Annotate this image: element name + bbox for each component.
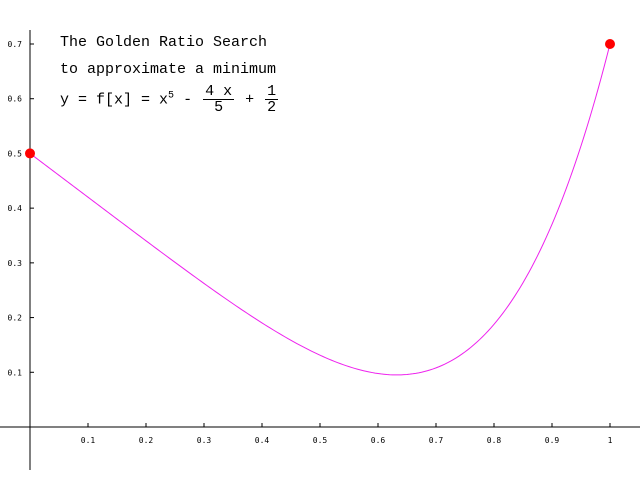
function-curve (29, 43, 611, 376)
formula-fraction-1: 4 x 5 (203, 83, 235, 116)
y-tick-label: 0.2 (8, 314, 23, 323)
x-axis-ticks: 0.1 0.2 0.3 0.4 0.5 0.6 0.7 0.8 0.9 1 (81, 423, 613, 445)
x-tick-label: 0.9 (545, 436, 560, 445)
formula-exponent: 5 (168, 90, 175, 102)
formula-lhs: y = f[x] = x (60, 91, 169, 109)
search-point-marker (25, 148, 35, 159)
y-tick-label: 0.1 (8, 368, 23, 377)
y-tick-label: 0.4 (8, 204, 23, 213)
x-tick-label: 0.3 (197, 436, 212, 445)
x-tick-label: 0.1 (81, 436, 96, 445)
fraction-1-numerator: 4 x (203, 83, 235, 100)
formula-minus: - (183, 91, 193, 109)
x-tick-label: 0.7 (429, 436, 444, 445)
x-tick-label: 0.8 (487, 436, 502, 445)
y-tick-label: 0.5 (8, 149, 23, 158)
y-tick-label: 0.6 (8, 95, 23, 104)
y-tick-label: 0.7 (8, 40, 23, 49)
fraction-2-denominator: 2 (267, 99, 277, 116)
title-line-2: to approximate a minimum (60, 61, 277, 78)
x-tick-label: 0.2 (139, 436, 154, 445)
search-point-marker (605, 39, 615, 49)
title-line-1: The Golden Ratio Search (60, 34, 268, 51)
x-tick-label: 0.5 (313, 436, 328, 445)
y-tick-label: 0.3 (8, 259, 23, 268)
x-tick-label: 0.4 (255, 436, 270, 445)
x-tick-label: 0.6 (371, 436, 386, 445)
x-tick-label: 1 (608, 436, 613, 445)
formula-fraction-2: 1 2 (265, 83, 279, 116)
y-axis-ticks: 0.1 0.2 0.3 0.4 0.5 0.6 0.7 (8, 40, 34, 377)
search-points (25, 39, 615, 159)
fraction-1-denominator: 5 (214, 99, 224, 116)
formula: y = f[x] = x5 - 4 x 5 + 1 2 (60, 84, 280, 115)
formula-plus: + (245, 91, 255, 109)
fraction-2-numerator: 1 (265, 83, 279, 100)
